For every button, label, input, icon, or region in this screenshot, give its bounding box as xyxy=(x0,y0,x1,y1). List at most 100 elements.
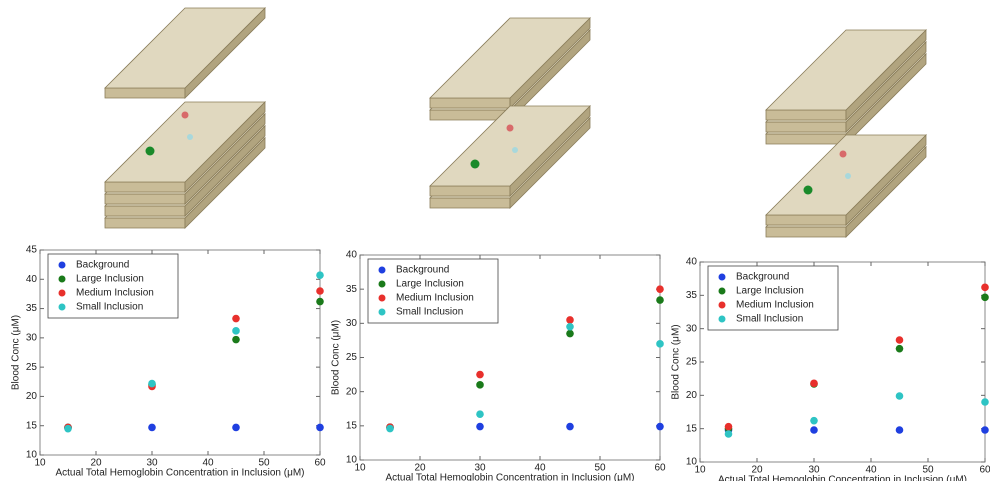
y-axis-title: Blood Conc (μM) xyxy=(11,315,22,390)
y-tick-label: 40 xyxy=(26,274,38,285)
slab-front xyxy=(105,182,185,192)
point xyxy=(232,327,240,335)
legend-marker xyxy=(59,304,66,311)
x-tick-label: 10 xyxy=(34,458,46,469)
slab-front xyxy=(105,218,185,228)
point xyxy=(232,336,240,344)
point xyxy=(896,336,904,344)
inclusion-dot xyxy=(840,151,847,158)
legend-marker xyxy=(719,302,726,309)
slab-front xyxy=(766,110,846,120)
legend-label: Small Inclusion xyxy=(76,302,143,313)
inclusion-dot xyxy=(187,134,193,140)
legend: Background Large Inclusion Medium Inclusio… xyxy=(368,259,498,323)
y-tick-label: 35 xyxy=(346,284,358,295)
point xyxy=(981,284,989,292)
inclusion-dot xyxy=(146,147,155,156)
legend-label: Large Inclusion xyxy=(76,274,144,285)
y-tick-label: 15 xyxy=(686,423,698,434)
legend-label: Large Inclusion xyxy=(736,286,804,297)
point xyxy=(232,315,240,323)
point xyxy=(896,426,904,434)
slab-front xyxy=(430,186,510,196)
inclusion-dot xyxy=(182,112,189,119)
point xyxy=(656,340,664,348)
y-axis-title: Blood Conc (μM) xyxy=(671,324,682,399)
legend-label: Background xyxy=(736,272,789,283)
point xyxy=(316,287,324,295)
x-tick-label: 10 xyxy=(694,465,706,476)
legend: Background Large Inclusion Medium Inclusio… xyxy=(48,254,178,318)
point xyxy=(566,316,574,324)
point xyxy=(656,285,664,293)
inclusion-dot xyxy=(804,186,813,195)
y-tick-label: 25 xyxy=(346,352,358,363)
point xyxy=(386,425,394,433)
slab-front xyxy=(766,215,846,225)
y-tick-label: 25 xyxy=(26,362,38,373)
legend-label: Large Inclusion xyxy=(396,279,464,290)
legend-marker xyxy=(379,281,386,288)
point xyxy=(64,425,72,433)
legend-marker xyxy=(379,267,386,274)
x-tick-label: 60 xyxy=(979,465,990,476)
x-tick-label: 10 xyxy=(354,463,366,474)
y-tick-label: 35 xyxy=(26,303,38,314)
slab-top xyxy=(105,8,265,88)
y-tick-label: 25 xyxy=(686,357,698,368)
y-tick-label: 15 xyxy=(346,420,358,431)
y-axis-title: Blood Conc (μM) xyxy=(331,320,342,395)
y-tick-label: 20 xyxy=(686,390,698,401)
inclusion-dot xyxy=(507,125,514,132)
y-tick-label: 20 xyxy=(26,391,38,402)
point xyxy=(725,423,733,431)
y-tick-label: 40 xyxy=(686,257,698,268)
point xyxy=(148,424,156,432)
slab-front xyxy=(766,134,846,144)
legend-marker xyxy=(59,276,66,283)
slab-front xyxy=(430,198,510,208)
x-tick-label: 60 xyxy=(314,458,326,469)
point xyxy=(316,271,324,279)
legend-label: Background xyxy=(76,260,129,271)
point xyxy=(656,423,664,431)
x-axis-title: Actual Total Hemoglobin Concentration in… xyxy=(385,473,634,481)
point xyxy=(810,417,818,425)
point xyxy=(896,345,904,353)
inclusion-dot xyxy=(471,160,480,169)
y-tick-label: 20 xyxy=(346,386,358,397)
legend-marker xyxy=(59,290,66,297)
legend-marker xyxy=(379,309,386,316)
slab-front xyxy=(766,227,846,237)
legend-marker xyxy=(59,262,66,269)
point xyxy=(981,294,989,302)
point xyxy=(810,380,818,388)
y-tick-label: 40 xyxy=(346,250,358,261)
slab-front xyxy=(766,122,846,132)
point xyxy=(566,323,574,331)
point xyxy=(476,381,484,389)
inclusion-dot xyxy=(512,147,518,153)
legend-label: Small Inclusion xyxy=(736,314,803,325)
point xyxy=(725,430,733,438)
point xyxy=(810,426,818,434)
legend-marker xyxy=(719,274,726,281)
slab-front xyxy=(105,194,185,204)
point xyxy=(981,398,989,406)
legend-marker xyxy=(379,295,386,302)
point xyxy=(896,392,904,400)
point xyxy=(476,410,484,418)
y-tick-label: 30 xyxy=(26,332,38,343)
x-tick-label: 60 xyxy=(654,463,666,474)
slab-front xyxy=(105,88,185,98)
slab-front xyxy=(105,206,185,216)
legend-label: Medium Inclusion xyxy=(76,288,154,299)
legend-label: Medium Inclusion xyxy=(396,293,474,304)
point xyxy=(981,426,989,434)
legend-label: Background xyxy=(396,265,449,276)
x-axis-title: Actual Total Hemoglobin Concentration in… xyxy=(718,475,967,481)
y-tick-label: 45 xyxy=(26,245,38,256)
x-axis-title: Actual Total Hemoglobin Concentration in… xyxy=(55,468,304,479)
legend-label: Small Inclusion xyxy=(396,307,463,318)
